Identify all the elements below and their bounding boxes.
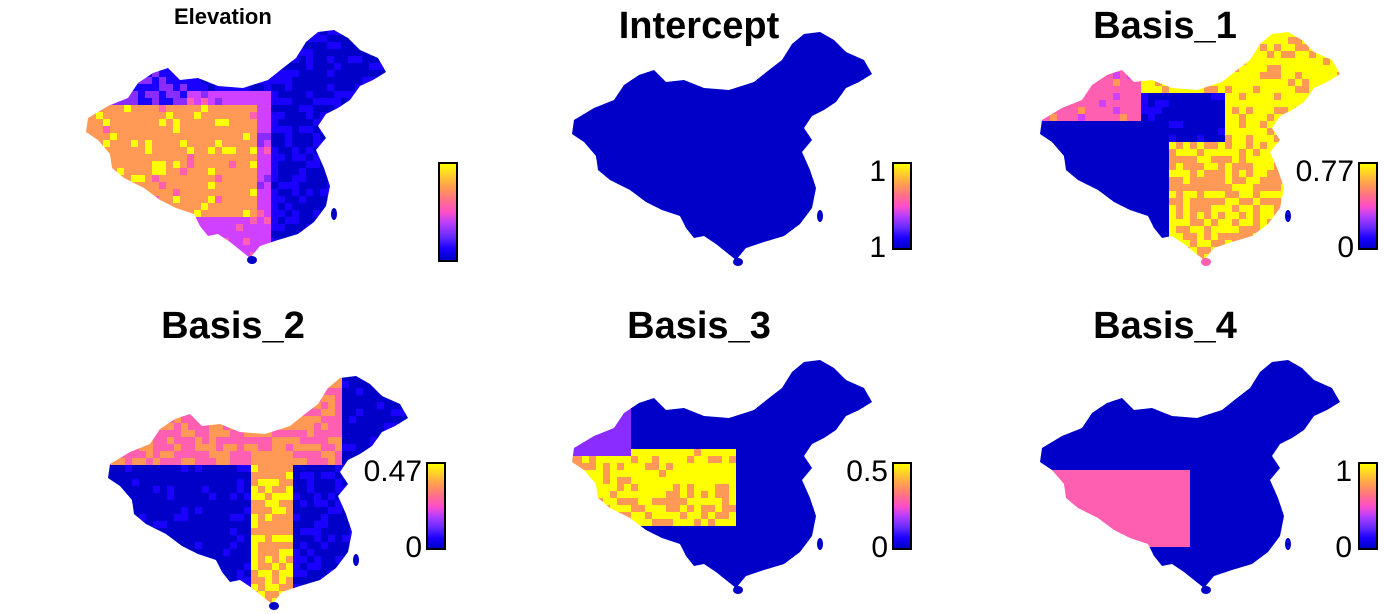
- china-map: [1040, 32, 1340, 266]
- legend-min-label: 1: [869, 231, 886, 264]
- legend-min-label: 0: [1337, 231, 1354, 264]
- island-taiwan: [1285, 538, 1291, 550]
- colorbar: [438, 162, 458, 262]
- island-taiwan: [353, 554, 359, 566]
- legend-min-label: 0: [405, 531, 422, 564]
- island-hainan: [1201, 586, 1211, 594]
- colorbar: [1358, 162, 1378, 250]
- island-taiwan: [817, 538, 823, 550]
- china-map: [108, 376, 408, 610]
- legend-min-label: 0: [1335, 531, 1352, 564]
- panel-title: Intercept: [618, 5, 780, 47]
- island-hainan: [733, 586, 743, 594]
- island-hainan: [1201, 258, 1211, 266]
- legend-max-label: 1: [1335, 455, 1352, 488]
- panel-elevation: Elevation: [28, 0, 494, 300]
- legend-max-label: 1: [869, 155, 886, 188]
- map-cells: [108, 376, 408, 604]
- colorbar: [426, 462, 446, 550]
- panel-intercept: Intercept 1 1: [466, 0, 932, 300]
- island-taiwan: [1285, 210, 1291, 222]
- island-taiwan: [331, 208, 337, 220]
- china-map: [572, 32, 872, 266]
- island-hainan: [247, 256, 257, 264]
- panel-title: Basis_2: [161, 305, 305, 347]
- china-map: [1040, 360, 1340, 594]
- panel-title: Basis_3: [627, 305, 771, 347]
- island-taiwan: [817, 210, 823, 222]
- china-map: [572, 360, 872, 594]
- colorbar: [892, 162, 912, 250]
- panel-basis-3: Basis_3 0.5 0: [466, 300, 932, 600]
- legend-max-label: 0.77: [1295, 155, 1354, 188]
- colorbar: [892, 462, 912, 550]
- legend-max-label: 0.47: [363, 455, 422, 488]
- panel-title: Basis_1: [1093, 5, 1237, 47]
- china-map: [86, 30, 386, 264]
- legend-max-label: 0.5: [846, 455, 888, 488]
- panel-basis-4: Basis_4 1 0: [932, 300, 1398, 600]
- panel-basis-1: Basis_1 0.77 0: [932, 0, 1398, 300]
- panel-title: Elevation: [174, 4, 272, 29]
- panel-title: Basis_4: [1093, 305, 1237, 347]
- island-hainan: [733, 258, 743, 266]
- island-hainan: [269, 602, 279, 610]
- legend-min-label: 0: [871, 531, 888, 564]
- colorbar: [1358, 462, 1378, 550]
- panel-basis-2: Basis_2 0.47 0: [0, 300, 466, 610]
- map-cells: [86, 30, 386, 258]
